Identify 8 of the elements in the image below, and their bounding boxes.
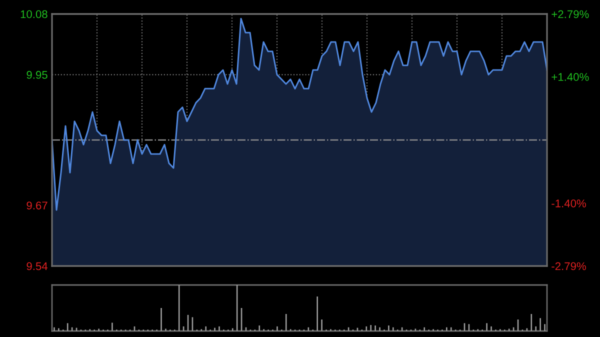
- y-tick-label: 9.95: [26, 70, 48, 79]
- y2-tick-label: -2.79%: [552, 262, 586, 270]
- y2-tick-label: -1.40%: [552, 199, 586, 208]
- y2-tick-label: +2.79%: [552, 10, 589, 18]
- y-tick-label: 9.67: [26, 202, 48, 210]
- y-tick-label: 10.08: [20, 10, 48, 18]
- y2-tick-label: +1.40%: [552, 73, 589, 81]
- y-tick-label: 9.54: [26, 262, 48, 270]
